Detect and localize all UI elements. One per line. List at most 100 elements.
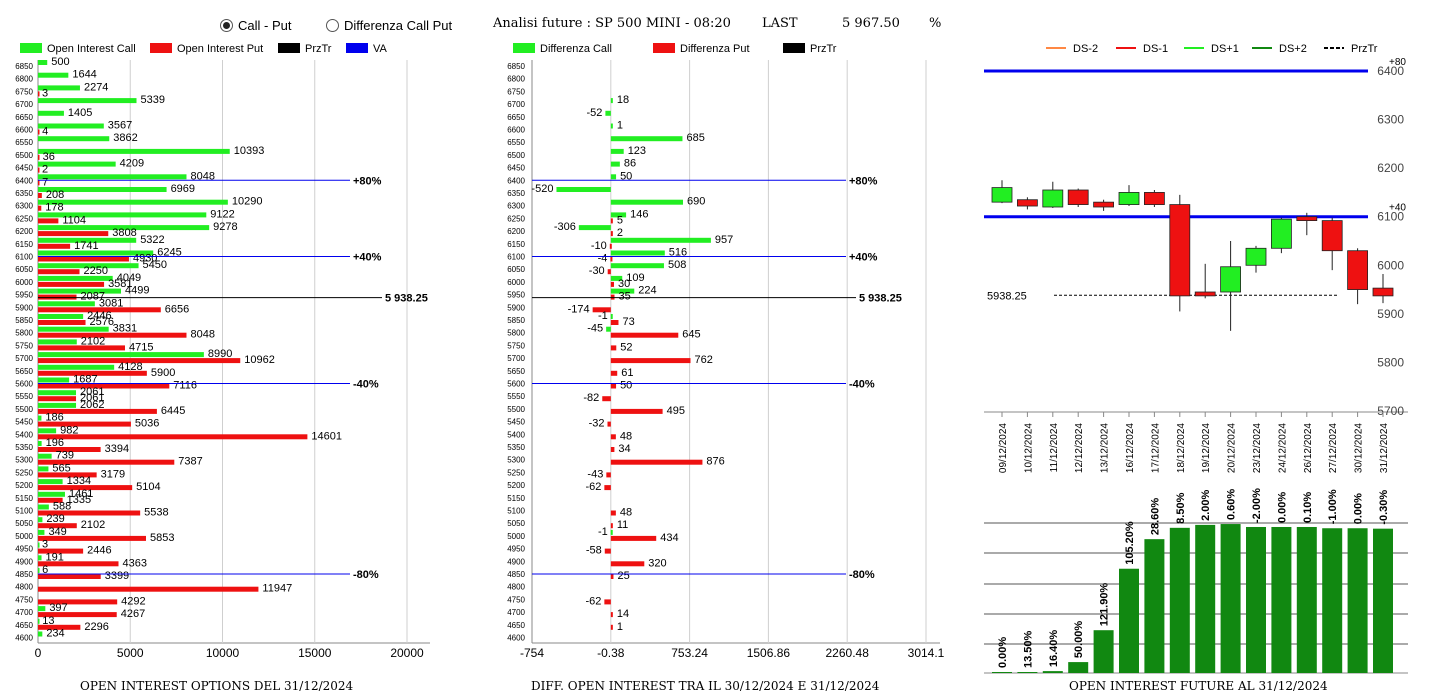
candle-body <box>991 187 1013 203</box>
legend-swatch-open-interest-call <box>20 43 42 53</box>
bar-label-call: 6969 <box>171 183 195 195</box>
bar-call <box>38 606 46 612</box>
bar-put <box>38 586 259 592</box>
future-bar-label: -0.30% <box>1378 490 1390 525</box>
bar-label-diff-call: 957 <box>715 234 733 246</box>
y-tick-label: 6400 <box>15 176 33 185</box>
y-tick-label: 4700 <box>15 608 33 617</box>
y-tick-label: 5550 <box>15 392 33 401</box>
bar-diff-put <box>607 421 611 427</box>
bar-diff-call <box>556 187 611 192</box>
y-tick-label: 6800 <box>507 75 525 84</box>
bar-label-diff-put: 25 <box>617 570 629 582</box>
bar-call <box>38 529 45 535</box>
bar-label-call: 239 <box>46 513 64 525</box>
y-tick-label: 5150 <box>15 494 33 503</box>
future-bar-label: 50.00% <box>1073 621 1085 659</box>
bar-diff-put <box>610 561 645 567</box>
bar-put <box>38 599 118 605</box>
bar-label-diff-put: 14 <box>617 608 629 620</box>
bar-call <box>38 288 122 294</box>
y-tick-label: 6050 <box>15 265 33 274</box>
y-tick-label: 4850 <box>507 570 525 579</box>
bar-diff-put <box>610 574 614 579</box>
x-tick-label: 753.24 <box>671 646 708 660</box>
y-tick-label: 4800 <box>15 583 33 592</box>
bar-label-put: 8048 <box>190 329 214 341</box>
bar-label-call: 191 <box>46 551 64 563</box>
y-tick-label: 5350 <box>15 443 33 452</box>
candle-body <box>1245 247 1267 266</box>
x-tick-label: 10/12/2024 <box>1023 423 1034 473</box>
y-tick-label: 5200 <box>507 481 525 490</box>
bar-label-call: 1644 <box>72 69 96 81</box>
y-tick-label: 5100 <box>15 507 33 516</box>
y-tick-label: 5900 <box>507 303 525 312</box>
bar-label-call: 500 <box>51 56 69 68</box>
y-tick-label: 6000 <box>1377 258 1404 272</box>
bar-label-diff-call: 508 <box>668 259 686 271</box>
ref-line-label: +40% <box>353 252 382 264</box>
y-tick-label: 6150 <box>507 240 525 249</box>
legend-swatch-open-interest-put <box>150 43 172 53</box>
ref-line-label: -40% <box>353 379 379 391</box>
bar-label-put: 5853 <box>150 532 174 544</box>
bar-put <box>38 624 81 630</box>
bar-call <box>38 212 207 218</box>
bar-put <box>38 91 40 97</box>
ref-line-label: 5938.25 <box>987 290 1027 302</box>
bar-label-diff-call: 109 <box>626 272 644 284</box>
future-bar <box>1017 672 1038 673</box>
radio-differenza[interactable]: Differenza Call Put <box>326 18 452 33</box>
candle-body <box>1093 201 1115 208</box>
y-tick-label: 6200 <box>1377 161 1404 175</box>
y-tick-label: 6250 <box>15 214 33 223</box>
bar-diff-put <box>592 307 611 313</box>
bar-put <box>38 256 129 262</box>
y-tick-label: 5600 <box>507 380 525 389</box>
x-tick-label: 10000 <box>206 646 240 660</box>
y-tick-label: 5650 <box>15 367 33 376</box>
bar-put <box>38 396 77 402</box>
x-tick-label: 18/12/2024 <box>1176 423 1187 473</box>
y-tick-label: 5950 <box>507 291 525 300</box>
future-chart: DS-2 DS-1 DS+1 DS+2 PrzTr 5700 5800 5900 6000 610… <box>984 43 1408 674</box>
y-tick-label: 6050 <box>507 265 525 274</box>
bar-diff-put <box>610 535 657 541</box>
legend-label: VA <box>373 43 388 55</box>
bar-call <box>38 453 52 459</box>
y-tick-label: 4900 <box>15 557 33 566</box>
y-tick-label: 6000 <box>15 278 33 287</box>
y-tick-label: 4800 <box>507 583 525 592</box>
legend-label: DS-1 <box>1143 43 1168 55</box>
bar-label-call: 186 <box>45 412 63 424</box>
radio-call-put[interactable]: Call - Put <box>220 18 291 33</box>
bar-diff-call <box>610 288 635 294</box>
bar-label-call: 3862 <box>113 132 137 144</box>
bar-put <box>38 459 175 465</box>
bar-label-diff-put: 495 <box>667 405 685 417</box>
y-tick-label: 4700 <box>507 608 525 617</box>
y-tick-label: 6650 <box>15 113 33 122</box>
bar-label-call: 5339 <box>141 94 165 106</box>
y-tick-label: 5700 <box>15 354 33 363</box>
bar-label-call: 1405 <box>68 107 92 119</box>
y-tick-label: 6100 <box>1377 210 1404 224</box>
bar-label-diff-put: 48 <box>620 430 632 442</box>
y-tick-label: 5300 <box>507 456 525 465</box>
y-tick-label: 5900 <box>1377 307 1404 321</box>
radio-unselected-icon <box>326 19 339 32</box>
bar-put <box>38 345 125 351</box>
bar-label-diff-call: 123 <box>628 145 646 157</box>
future-bar-label: -2.00% <box>1251 488 1263 523</box>
bar-label-diff-put: 5 <box>617 214 623 226</box>
future-bar-label: 121.90% <box>1099 583 1111 627</box>
y-tick-label: 6550 <box>15 138 33 147</box>
bar-diff-put <box>610 383 617 389</box>
bar-label-put: 5538 <box>144 507 168 519</box>
bar-label-diff-put: -10 <box>591 240 607 252</box>
x-tick-label: 26/12/2024 <box>1303 423 1314 473</box>
x-tick-label: 3014.1 <box>908 646 945 660</box>
legend-label: PrzTr <box>810 43 837 55</box>
bar-label-diff-put: 320 <box>648 557 666 569</box>
